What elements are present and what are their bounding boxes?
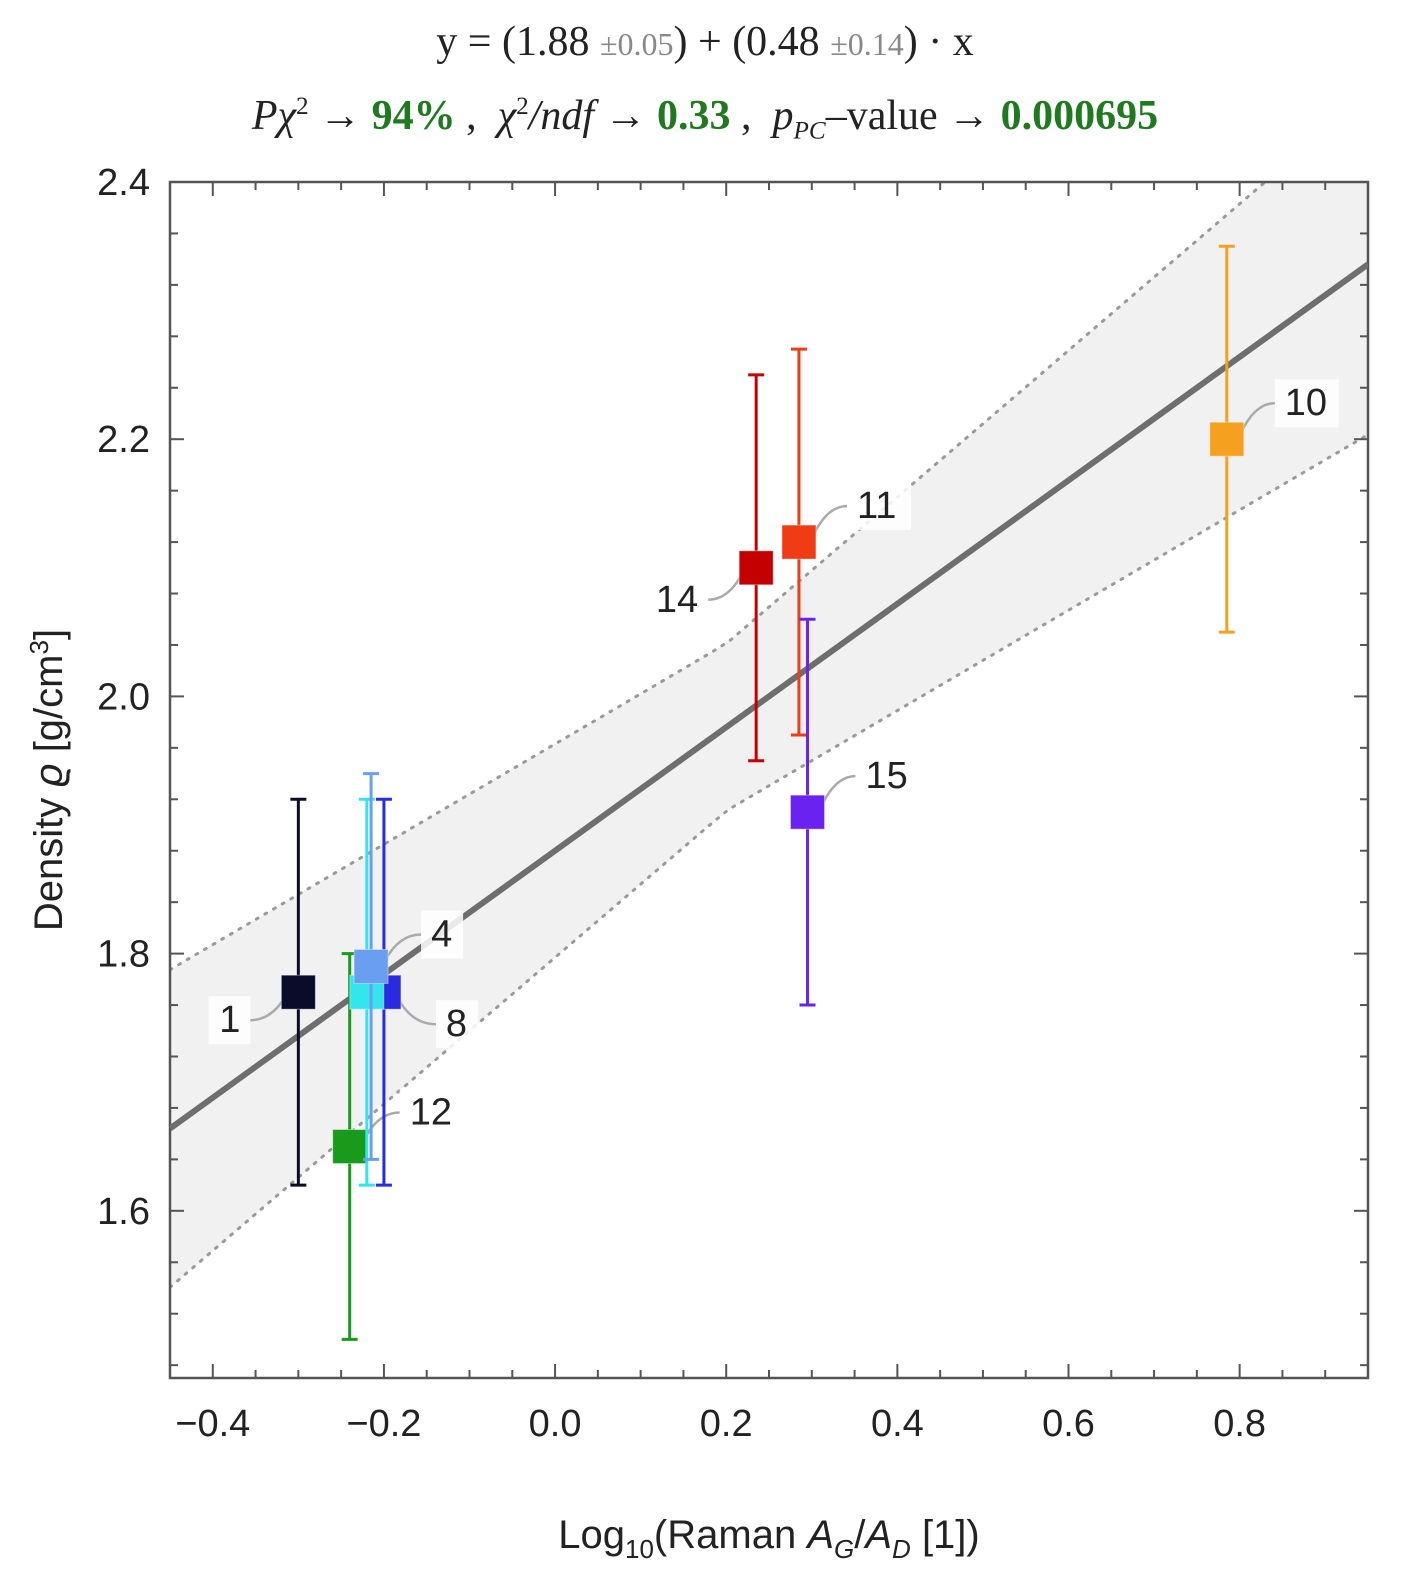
- point-label-leader: [708, 573, 744, 602]
- pchi-value: 94%: [371, 93, 456, 139]
- x-tick-label: 0.4: [871, 1403, 924, 1445]
- data-point-10: [1209, 244, 1245, 634]
- point-label-bg: [1274, 379, 1339, 428]
- point-label: 8: [446, 1003, 467, 1045]
- x-tick-label: 0.0: [529, 1403, 582, 1445]
- point-label-bg: [208, 996, 251, 1045]
- x-tick-label: 0.2: [700, 1403, 753, 1445]
- point-label-bg: [435, 1000, 478, 1049]
- x-axis-label: Log10(Raman AG/AD [1]): [558, 1513, 979, 1564]
- chindf-label: χ: [497, 93, 517, 139]
- point-label-layer: 1 12 8 4 14 11 15 10: [208, 379, 1339, 1142]
- point-label: 4: [431, 913, 452, 955]
- ppc-value: 0.000695: [1000, 93, 1159, 139]
- data-point-4: [353, 772, 389, 1161]
- ppc-label: p: [772, 93, 794, 139]
- point-label-bg: [644, 575, 709, 624]
- point-label-bg: [846, 482, 911, 531]
- x-tick-label: −0.4: [175, 1403, 250, 1445]
- ppc-sub: PC: [793, 117, 826, 145]
- point-label: 14: [656, 579, 698, 621]
- y-tick-label: 2.2: [97, 419, 150, 461]
- eq-mid: ) + (0.48: [673, 19, 820, 65]
- data-point-14: [738, 373, 774, 763]
- eq-prefix: y = (1.88: [436, 19, 590, 65]
- point-marker: [353, 948, 389, 984]
- point-label: 1: [219, 999, 240, 1041]
- eq-err-intercept: ±0.05: [599, 26, 674, 62]
- x-tick-label: −0.2: [346, 1403, 421, 1445]
- point-label-bg: [399, 1088, 464, 1137]
- data-point-12: [332, 952, 368, 1341]
- point-marker: [738, 550, 774, 586]
- y-tick-label: 2.4: [97, 162, 150, 204]
- fit-equation: y = (1.88 ±0.05) + (0.48 ±0.14) · x: [0, 18, 1410, 66]
- point-marker: [781, 524, 817, 560]
- point-marker: [332, 1129, 368, 1165]
- x-tick-label: 0.8: [1213, 1403, 1266, 1445]
- point-label-bg: [421, 910, 464, 959]
- axis-ticks: −0.4 −0.2 0.0 0.2 0.4 0.6 0.8 1.6 1.8 2.0 2.2 2.4: [97, 162, 1369, 1445]
- point-label-bg: [855, 752, 920, 801]
- fit-statistics: Pχ2 → 94% , χ2/ndf → 0.33 , pPC–value → …: [251, 93, 1159, 145]
- y-tick-label: 1.6: [97, 1191, 150, 1233]
- point-label: 15: [866, 755, 908, 797]
- point-label: 12: [410, 1092, 452, 1134]
- ppc-text: –value →: [825, 93, 991, 139]
- data-points-layer: [280, 244, 1245, 1341]
- y-tick-label: 2.0: [97, 676, 150, 718]
- data-point-15: [790, 617, 826, 1007]
- x-tick-label: 0.6: [1042, 1403, 1095, 1445]
- point-label: 10: [1285, 382, 1327, 424]
- chindf-value: 0.33: [657, 93, 731, 139]
- point-label-leader: [820, 774, 856, 807]
- y-axis-label: Density ϱ [g/cm3]: [24, 629, 71, 931]
- data-point-11: [781, 347, 817, 737]
- data-point-1: [280, 797, 316, 1187]
- pchi-label: Pχ: [251, 93, 296, 139]
- point-marker: [790, 794, 826, 830]
- point-label-leader: [811, 504, 848, 537]
- eq-suffix: ) · x: [903, 19, 974, 65]
- point-marker: [1209, 421, 1245, 457]
- eq-err-slope: ±0.14: [830, 26, 904, 62]
- point-marker: [280, 974, 316, 1010]
- point-label: 11: [857, 485, 896, 527]
- y-tick-label: 1.8: [97, 934, 150, 976]
